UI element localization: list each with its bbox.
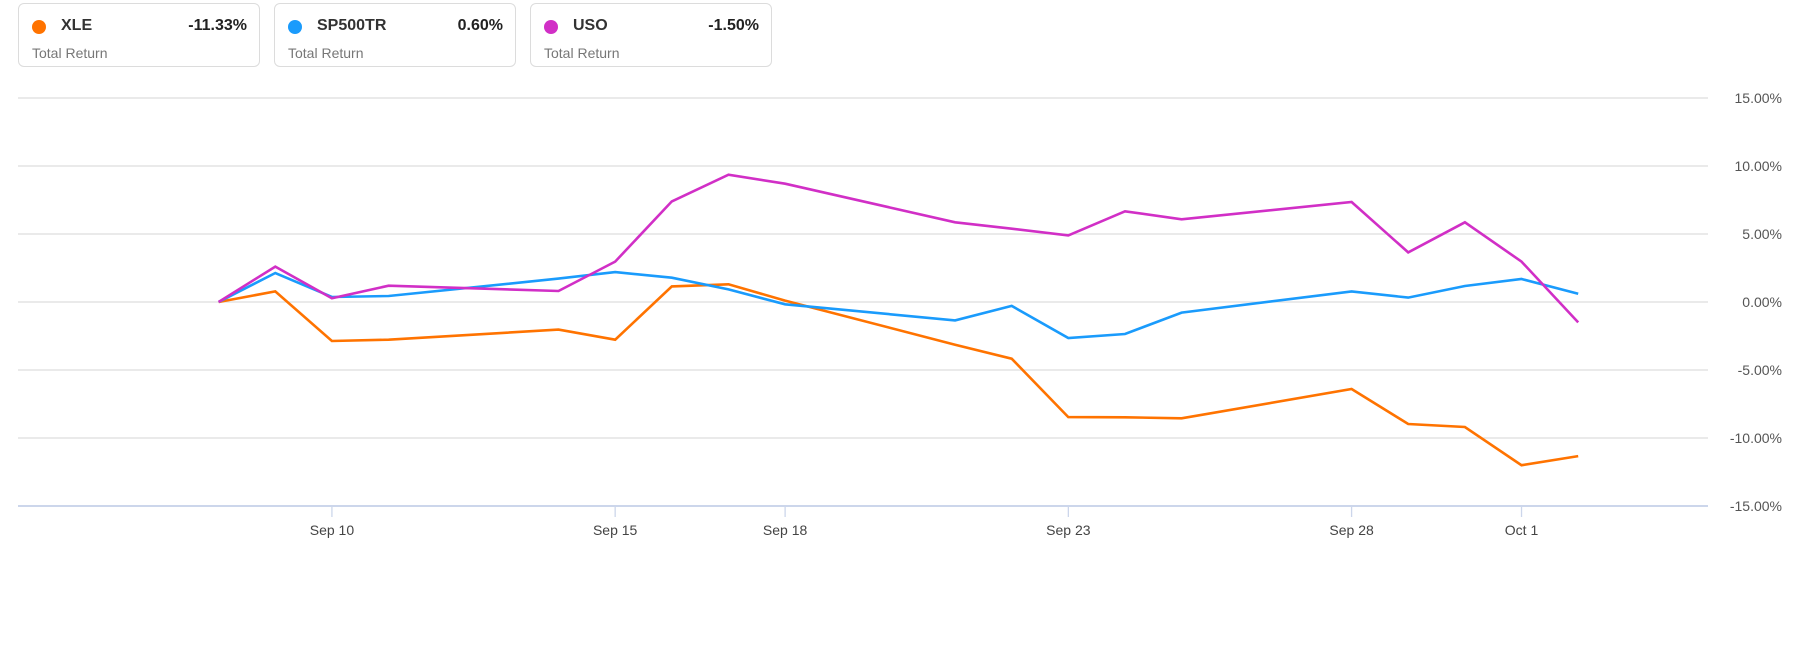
y-tick-label: 5.00% (1742, 226, 1782, 242)
legend-card-sp500tr[interactable]: SP500TR 0.60% Total Return (274, 3, 516, 67)
legend-value: -11.33% (188, 17, 247, 34)
series-line-uso (217, 173, 1580, 324)
legend-label: Total Return (32, 45, 108, 61)
legend-label: Total Return (288, 45, 364, 61)
legend-label: Total Return (544, 45, 620, 61)
legend-symbol: USO (573, 17, 608, 34)
series-color-dot-icon (32, 20, 46, 34)
y-tick-label: -5.00% (1738, 362, 1782, 378)
legend-card-xle[interactable]: XLE -11.33% Total Return (18, 3, 260, 67)
x-tick-label: Sep 18 (763, 522, 808, 538)
x-tick-label: Sep 28 (1329, 522, 1374, 538)
x-tick-label: Sep 23 (1046, 522, 1091, 538)
y-tick-label: -15.00% (1730, 498, 1782, 514)
x-tick-label: Sep 15 (593, 522, 638, 538)
legend-card-uso[interactable]: USO -1.50% Total Return (530, 3, 772, 67)
x-tick-label: Sep 10 (310, 522, 355, 538)
legend-value: -1.50% (708, 17, 759, 34)
x-tick-label: Oct 1 (1505, 522, 1539, 538)
series-line-xle (218, 282, 1579, 467)
y-tick-label: 0.00% (1742, 294, 1782, 310)
legend-value: 0.60% (457, 17, 503, 34)
y-tick-label: -10.00% (1730, 430, 1782, 446)
legend-symbol: SP500TR (317, 17, 387, 34)
y-tick-label: 15.00% (1735, 90, 1782, 106)
y-tick-label: 10.00% (1735, 158, 1782, 174)
series-color-dot-icon (544, 20, 558, 34)
legend-symbol: XLE (61, 17, 93, 34)
series-line-sp500tr (218, 270, 1579, 340)
series-color-dot-icon (288, 20, 302, 34)
